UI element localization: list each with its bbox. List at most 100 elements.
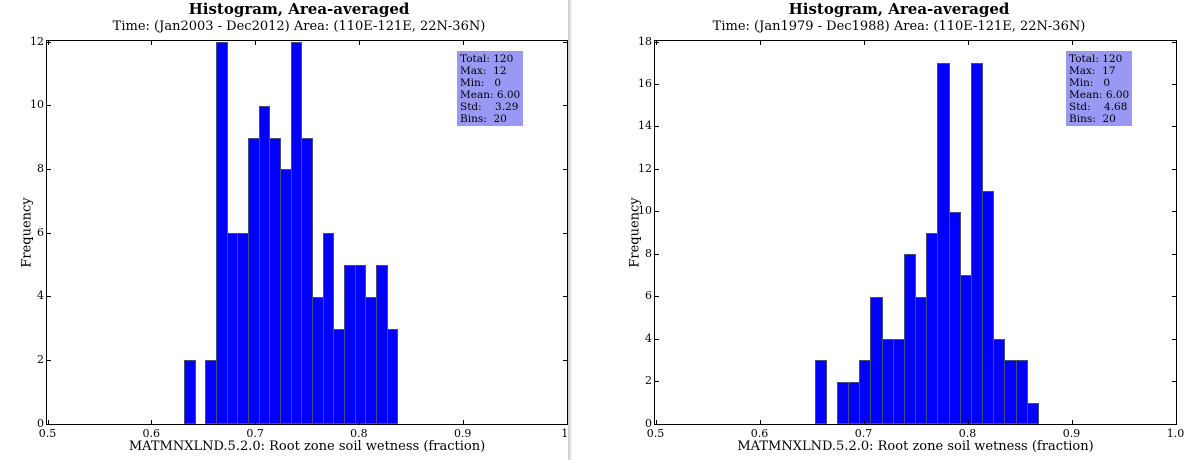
y-tick (47, 232, 51, 234)
histogram-bar (1026, 402, 1039, 424)
histogram-bar (814, 360, 827, 424)
y-tick (1172, 168, 1176, 170)
y-tick (655, 211, 659, 213)
x-tick (863, 420, 865, 424)
x-axis-label: MATMNXLND.5.2.0: Root zone soil wetness … (128, 439, 486, 454)
x-tick (255, 420, 257, 424)
histogram-bar (870, 296, 883, 424)
x-tick (566, 41, 568, 45)
x-tick (655, 41, 657, 45)
y-tick-label: 2 (37, 352, 44, 366)
histogram-bar (959, 275, 972, 424)
chart-title: Histogram, Area-averaged (188, 0, 410, 18)
chart-subtitle: Time: (Jan2003 - Dec2012) Area: (110E-12… (112, 19, 486, 34)
y-tick (563, 168, 567, 170)
y-tick (47, 359, 51, 361)
histogram-bar (205, 360, 217, 424)
stat-min: Min: 0 (460, 77, 502, 89)
histogram-bar (376, 264, 388, 424)
x-tick (462, 41, 464, 45)
y-tick (655, 253, 659, 255)
histogram-bar (1004, 360, 1017, 424)
stat-std: Std: 4.68 (1069, 101, 1128, 113)
y-tick (563, 105, 567, 107)
histogram-bar (226, 233, 239, 424)
stats-box: Total: 120 Max: 17 Min: 0 Mean: 6.00 Std: 4.… (1066, 51, 1133, 126)
histogram-bar (344, 264, 356, 424)
histogram-bar (386, 328, 399, 424)
x-tick (1175, 41, 1177, 45)
histogram-bar (848, 381, 861, 424)
histogram-bar (859, 360, 872, 424)
y-tick (655, 423, 659, 425)
x-tick (1071, 420, 1073, 424)
stat-total: Total: 120 (460, 53, 514, 65)
histogram-bar (354, 264, 367, 424)
stat-max: Max: 12 (460, 65, 507, 77)
x-tick (151, 420, 153, 424)
plot-area: Total: 120 Max: 17 Min: 0 Mean: 6.00 Std: 4.… (654, 40, 1177, 425)
x-tick-label: 0.7 (854, 427, 873, 440)
y-tick (563, 359, 567, 361)
y-tick-label: 6 (37, 225, 44, 239)
x-tick-label: 0.5 (38, 427, 57, 440)
y-tick (563, 296, 567, 298)
x-axis-label: MATMNXLND.5.2.0: Root zone soil wetness … (737, 439, 1094, 454)
y-tick (47, 105, 51, 107)
y-tick-label: 10 (30, 98, 44, 112)
y-tick-label: 8 (645, 246, 652, 260)
y-tick-label: 10 (638, 204, 652, 218)
y-tick (1172, 296, 1176, 298)
x-tick (1175, 420, 1177, 424)
stat-mean: Mean: 6.00 (1069, 89, 1130, 101)
panel-gap (572, 0, 600, 460)
y-tick (1172, 211, 1176, 213)
y-tick (563, 423, 567, 425)
stat-max: Max: 17 (1069, 65, 1116, 77)
x-tick-label: 0.6 (142, 427, 161, 440)
x-tick (863, 41, 865, 45)
x-tick-label: 0.9 (1062, 427, 1081, 440)
x-tick (358, 420, 360, 424)
x-tick (462, 420, 464, 424)
histogram-bar (216, 42, 228, 424)
y-tick-label: 8 (37, 161, 44, 175)
x-tick (566, 420, 568, 424)
x-tick (1071, 41, 1073, 45)
stats-box: Total: 120 Max: 12 Min: 0 Mean: 6.00 Std: 3.… (457, 51, 524, 126)
histogram-bar (184, 360, 196, 424)
y-tick-label: 0 (645, 416, 652, 430)
y-tick (655, 381, 659, 383)
histogram-bar (312, 296, 324, 424)
plot-area: Total: 120 Max: 12 Min: 0 Mean: 6.00 Std: 3.… (46, 40, 568, 425)
y-tick-label: 16 (638, 76, 652, 90)
histogram-bar (290, 42, 303, 424)
y-tick (1172, 253, 1176, 255)
stat-bins: Bins: 20 (460, 113, 507, 125)
histogram-bar (993, 339, 1006, 424)
x-tick-label: 1.0 (1166, 427, 1185, 440)
y-tick (563, 41, 567, 43)
y-tick-label: 12 (638, 161, 652, 175)
y-tick (1172, 41, 1176, 43)
y-tick (47, 168, 51, 170)
y-tick (655, 168, 659, 170)
y-tick-label: 14 (638, 119, 652, 133)
x-tick-label: 0.8 (958, 427, 977, 440)
y-tick-label: 4 (37, 289, 44, 303)
y-tick (1172, 126, 1176, 128)
histogram-bar (269, 137, 282, 424)
y-tick-label: 4 (645, 331, 652, 345)
histogram-bar (948, 211, 961, 424)
y-tick-label: 0 (37, 416, 44, 430)
y-tick-label: 18 (638, 34, 652, 48)
chart-title: Histogram, Area-averaged (788, 0, 1010, 18)
x-tick (759, 420, 761, 424)
x-tick (47, 420, 49, 424)
y-tick (655, 126, 659, 128)
histogram-right-panel: Histogram, Area-averaged Time: (Jan1979 … (600, 0, 1198, 460)
y-tick-label: 6 (645, 289, 652, 303)
histogram-bar (237, 233, 250, 424)
x-tick (967, 420, 969, 424)
x-tick-label: 0.6 (750, 427, 769, 440)
